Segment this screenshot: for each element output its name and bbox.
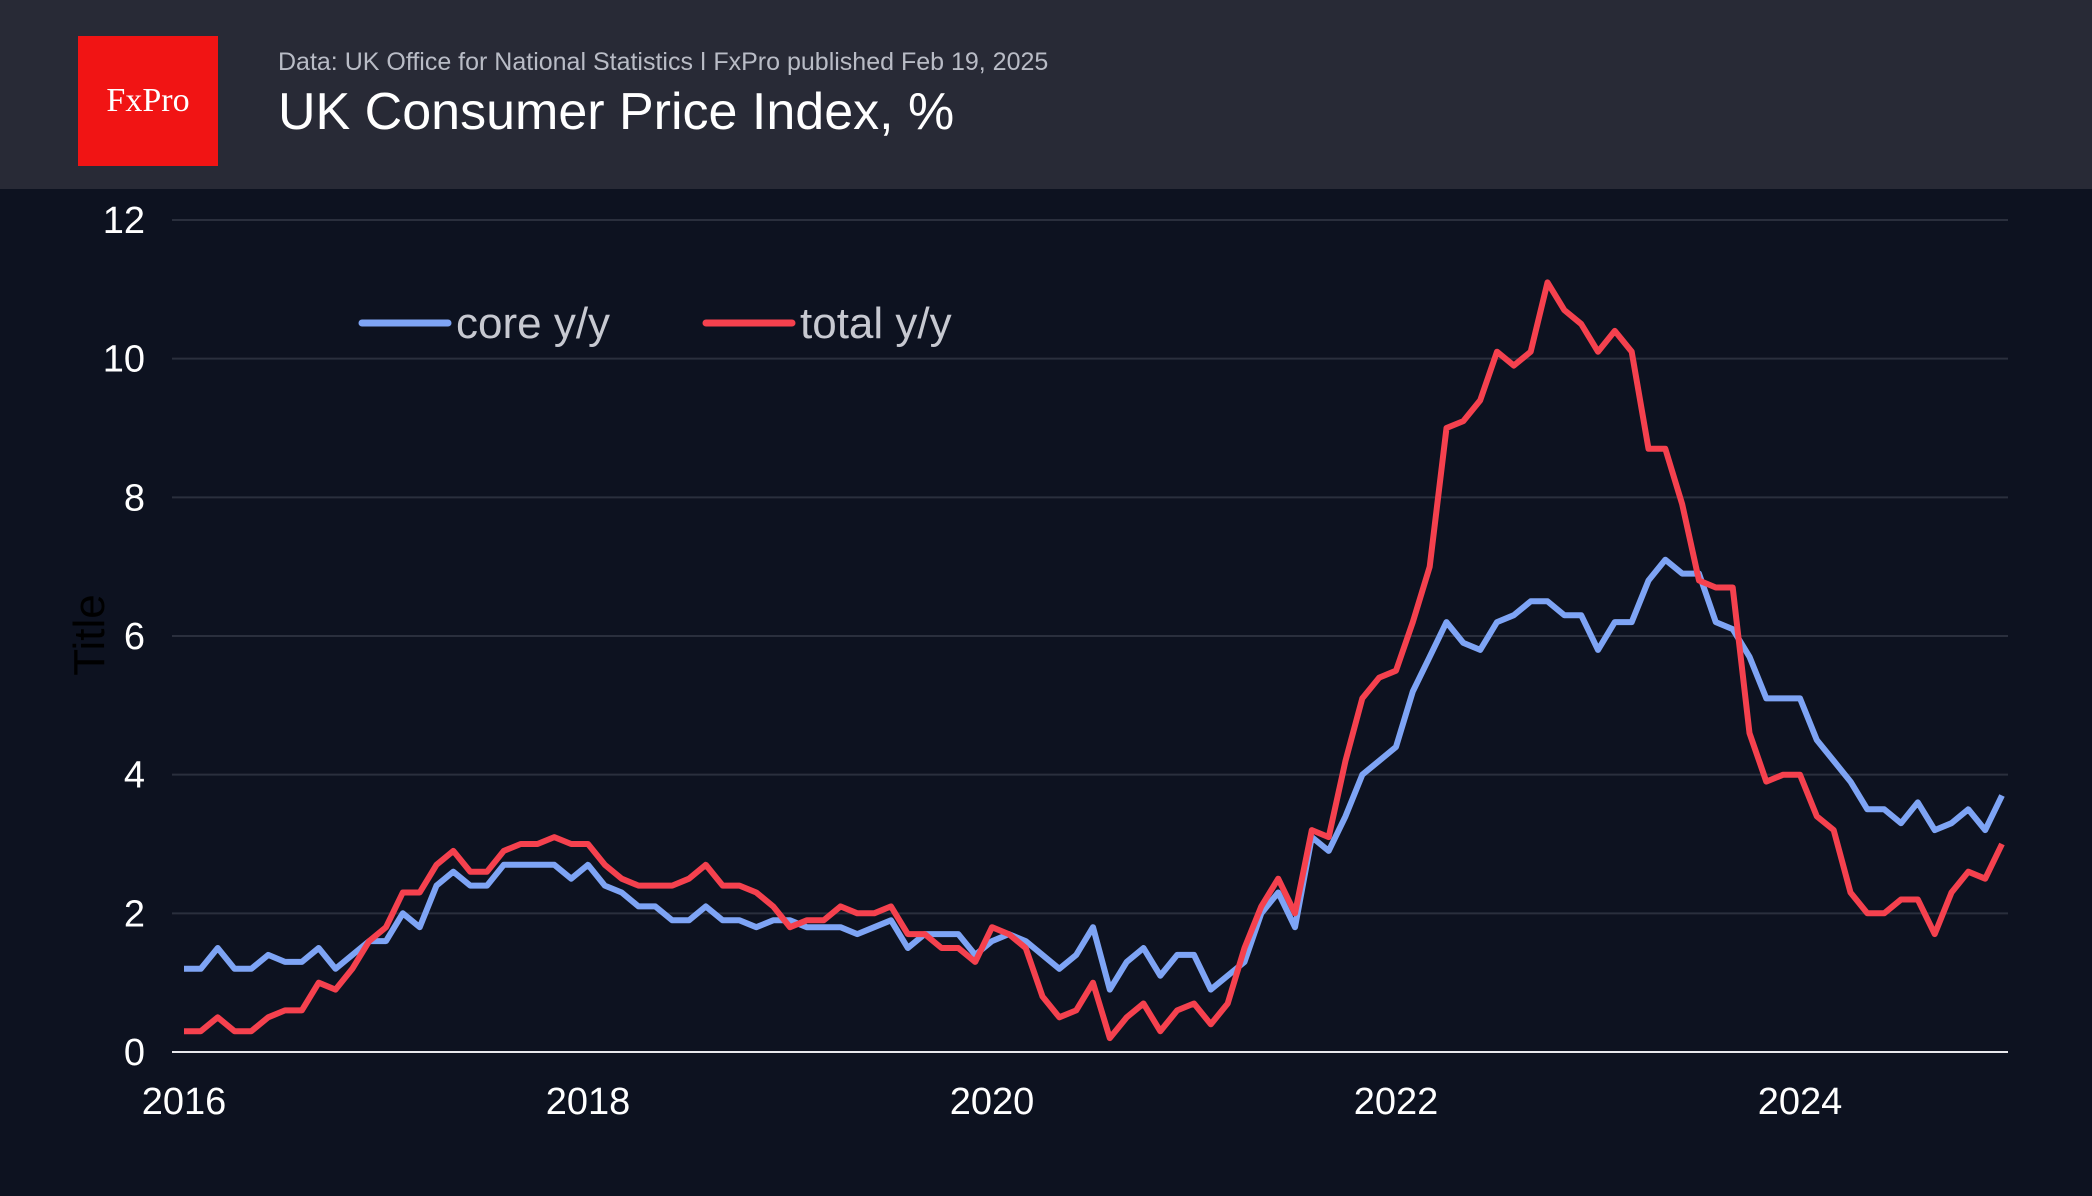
legend-label: core y/y bbox=[456, 299, 610, 348]
y-tick-label: 8 bbox=[124, 477, 145, 519]
chart-title: UK Consumer Price Index, % bbox=[278, 83, 955, 141]
x-tick-label: 2024 bbox=[1758, 1081, 1843, 1123]
y-tick-label: 12 bbox=[103, 200, 145, 242]
y-tick-label: 0 bbox=[124, 1032, 145, 1074]
chart-header: FxPro Data: UK Office for National Stati… bbox=[0, 0, 2092, 189]
x-tick-label: 2022 bbox=[1354, 1081, 1439, 1123]
y-tick-label: 4 bbox=[124, 755, 145, 797]
series-line-total bbox=[184, 279, 2005, 1042]
x-tick-label: 2020 bbox=[950, 1081, 1035, 1123]
fxpro-logo: FxPro bbox=[78, 36, 218, 166]
y-tick-label: 2 bbox=[124, 893, 145, 935]
chart-subtitle: Data: UK Office for National Statistics … bbox=[278, 48, 1049, 76]
x-tick-label: 2016 bbox=[142, 1081, 227, 1123]
y-axis-label: Title bbox=[65, 594, 114, 676]
legend-label: total y/y bbox=[800, 299, 952, 348]
y-tick-label: 10 bbox=[103, 339, 145, 381]
y-tick-label: 6 bbox=[124, 616, 145, 658]
x-tick-label: 2018 bbox=[546, 1081, 631, 1123]
